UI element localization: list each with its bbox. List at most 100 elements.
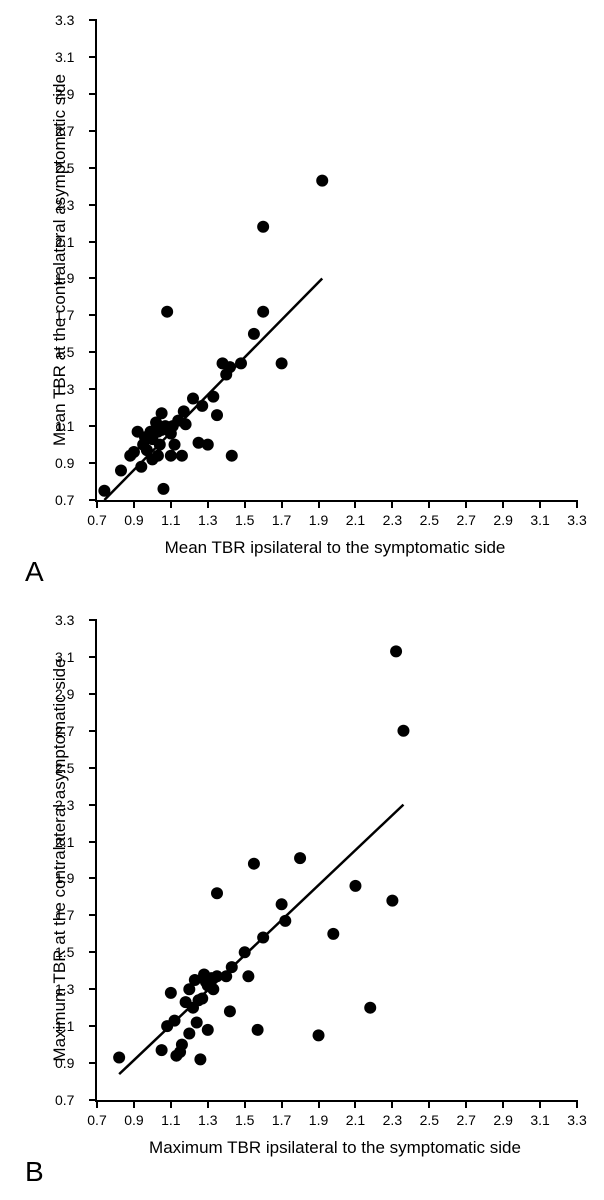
x-tick [207,500,209,508]
data-point [397,725,409,737]
x-tick [502,1100,504,1108]
y-tick [89,804,97,806]
x-tick [318,500,320,508]
plot-area-A: 0.70.91.11.31.51.71.92.12.32.52.72.93.13… [95,20,577,502]
x-tick-label: 0.7 [87,1112,106,1128]
y-tick [89,951,97,953]
data-point [390,645,402,657]
data-point [207,983,219,995]
x-tick-label: 2.3 [383,1112,402,1128]
x-tick-label: 1.5 [235,1112,254,1128]
x-tick-label: 1.9 [309,1112,328,1128]
x-tick [244,1100,246,1108]
data-point [180,418,192,430]
y-tick-label: 0.7 [55,492,74,508]
y-tick [89,351,97,353]
data-point [386,895,398,907]
y-tick [89,988,97,990]
x-tick-label: 1.5 [235,512,254,528]
x-tick-label: 3.1 [530,1112,549,1128]
x-tick [576,1100,578,1108]
x-tick [207,1100,209,1108]
data-point [176,1039,188,1051]
x-tick [133,1100,135,1108]
x-tick [428,1100,430,1108]
data-point [165,450,177,462]
y-axis-label: Maximum TBR at the contralateral asympto… [50,630,70,1090]
y-tick [89,19,97,21]
y-tick [89,841,97,843]
x-tick-label: 2.3 [383,512,402,528]
data-point [152,450,164,462]
x-tick [244,500,246,508]
data-point [202,1024,214,1036]
x-tick [133,500,135,508]
data-point [211,409,223,421]
plot-svg-B [97,620,577,1100]
data-point [248,328,260,340]
data-point [349,880,361,892]
data-point [207,391,219,403]
data-point [178,405,190,417]
x-tick [96,500,98,508]
data-point [327,928,339,940]
plot-area-B: 0.70.91.11.31.51.71.92.12.32.52.72.93.13… [95,620,577,1102]
x-tick-label: 3.3 [567,512,586,528]
x-axis-label: Mean TBR ipsilateral to the symptomatic … [95,538,575,558]
data-point [257,221,269,233]
x-tick-label: 2.5 [420,1112,439,1128]
x-tick [576,500,578,508]
y-tick [89,914,97,916]
data-point [224,1005,236,1017]
x-axis-label: Maximum TBR ipsilateral to the symptomat… [95,1138,575,1158]
data-point [196,992,208,1004]
data-point [156,1044,168,1056]
y-tick [89,130,97,132]
data-point [364,1002,376,1014]
data-point [276,357,288,369]
y-tick [89,462,97,464]
x-tick-label: 1.7 [272,1112,291,1128]
y-tick-label: 3.3 [55,12,74,28]
x-tick-label: 3.3 [567,1112,586,1128]
data-point [235,357,247,369]
x-tick [170,500,172,508]
y-tick [89,619,97,621]
y-tick [89,204,97,206]
data-point [248,858,260,870]
data-point [169,439,181,451]
data-point [211,887,223,899]
y-tick [89,693,97,695]
y-tick [89,767,97,769]
data-point [161,306,173,318]
x-tick-label: 3.1 [530,512,549,528]
y-tick [89,499,97,501]
y-tick [89,425,97,427]
x-tick [354,1100,356,1108]
data-point [257,932,269,944]
data-point [191,1016,203,1028]
y-tick [89,388,97,390]
x-tick [502,500,504,508]
x-tick-label: 2.7 [456,512,475,528]
data-point [202,439,214,451]
x-tick [391,1100,393,1108]
data-point [194,1053,206,1065]
x-tick [281,500,283,508]
data-point [183,1028,195,1040]
x-tick-label: 2.7 [456,1112,475,1128]
x-tick-label: 0.9 [124,512,143,528]
y-tick [89,877,97,879]
x-tick-label: 2.9 [493,512,512,528]
data-point [135,461,147,473]
y-tick [89,241,97,243]
data-point [113,1052,125,1064]
data-point [115,464,127,476]
data-point [157,483,169,495]
y-tick [89,1099,97,1101]
x-tick-label: 1.3 [198,1112,217,1128]
x-tick-label: 1.1 [161,512,180,528]
x-tick [428,500,430,508]
panel-letter-B: B [25,1156,44,1188]
data-point [98,485,110,497]
